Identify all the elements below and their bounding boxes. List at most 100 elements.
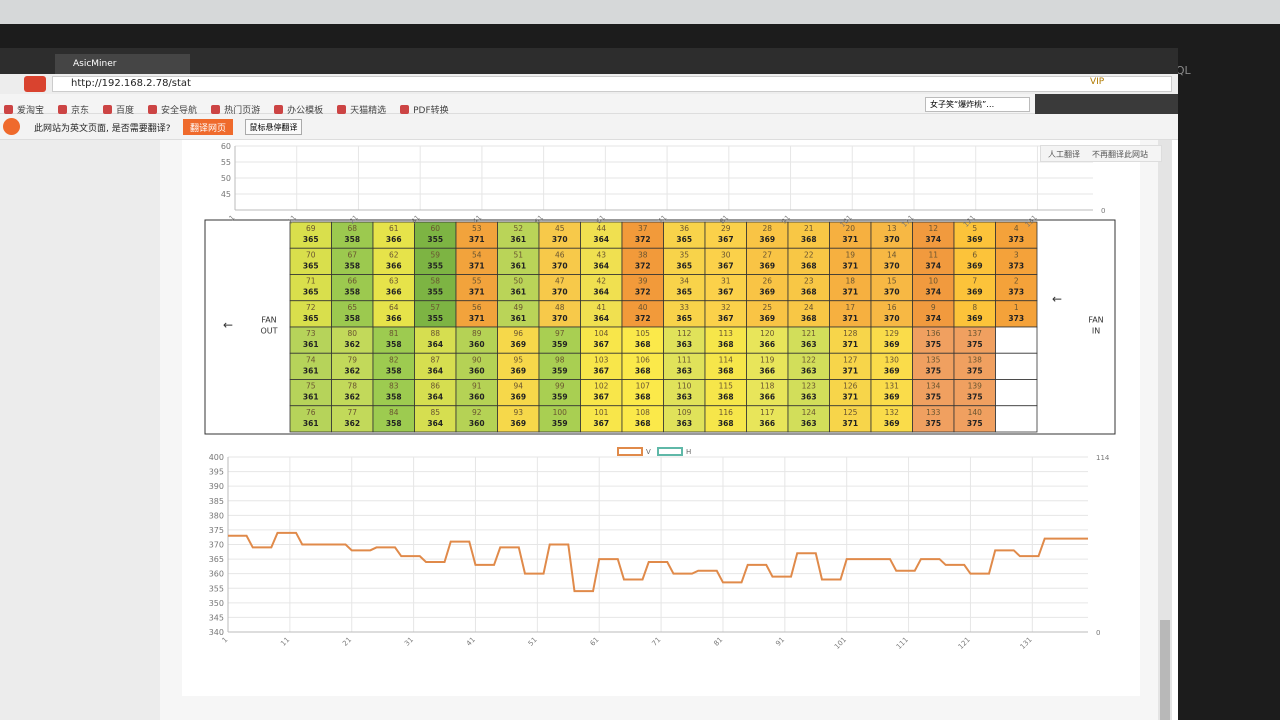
cell	[538, 379, 581, 407]
bookmark[interactable]: 办公模板	[274, 103, 323, 116]
translate-message: 此网站为英文页面, 是否需要翻译?	[34, 124, 171, 134]
y2-tick-label: 114	[1096, 454, 1110, 462]
cell-id: 38	[638, 250, 648, 259]
cell	[870, 274, 913, 302]
search-box[interactable]: 女子笑“爆炸桃”…	[925, 97, 1030, 112]
cell-voltage: 368	[801, 314, 817, 323]
y-tick-label: 385	[209, 497, 224, 506]
cell	[580, 405, 623, 433]
cell-id: 106	[636, 355, 651, 364]
bookmark[interactable]: 热门页游	[211, 103, 260, 116]
cell-voltage: 370	[552, 314, 568, 323]
y-tick-label: 390	[209, 482, 224, 491]
cell-voltage: 359	[552, 419, 568, 428]
cell-id: 98	[555, 355, 565, 364]
cell-id: 133	[926, 408, 941, 417]
cell-voltage: 372	[635, 261, 651, 270]
cell	[289, 300, 332, 328]
cell-voltage: 374	[925, 288, 941, 297]
cell-id: 87	[430, 355, 440, 364]
hover-button[interactable]: 鼠标悬停翻译	[245, 119, 302, 135]
x-tick-label: 81	[718, 214, 730, 226]
cell-voltage: 372	[635, 314, 651, 323]
cell	[829, 379, 872, 407]
cell-voltage: 358	[386, 366, 402, 375]
cell-voltage: 372	[635, 288, 651, 297]
bookmark[interactable]: 安全导航	[148, 103, 197, 116]
back-button[interactable]	[24, 76, 46, 92]
cell-voltage: 366	[386, 288, 402, 297]
cell-voltage: 375	[967, 393, 983, 402]
cell-voltage: 359	[552, 340, 568, 349]
cell-id: 84	[389, 408, 399, 417]
cell-voltage: 355	[427, 261, 443, 270]
cell-id: 102	[594, 382, 609, 391]
cell-voltage: 367	[718, 261, 734, 270]
cell-id: 61	[389, 224, 399, 233]
y-tick-label: 50	[221, 174, 231, 183]
cell-id: 40	[638, 303, 648, 312]
url-field[interactable]: http://192.168.2.78/stat	[52, 76, 1172, 92]
cell-voltage: 369	[884, 393, 900, 402]
cell	[953, 274, 996, 302]
cell	[704, 247, 747, 275]
bookmark[interactable]: PDF转换	[400, 103, 449, 116]
y-tick-label: 370	[209, 541, 224, 550]
cell-id: 135	[926, 355, 941, 364]
y-tick-label: 360	[209, 570, 224, 579]
cell-id: 122	[802, 355, 817, 364]
bookmark[interactable]: 天猫精选	[337, 103, 386, 116]
cell-voltage: 368	[635, 366, 651, 375]
translate-button[interactable]: 翻译网页	[183, 119, 233, 135]
cell-id: 4	[1014, 224, 1019, 233]
cell-voltage: 358	[344, 261, 360, 270]
cell	[331, 379, 374, 407]
cell-voltage: 360	[469, 340, 485, 349]
cell	[663, 405, 706, 433]
cell	[829, 247, 872, 275]
cell-voltage: 361	[303, 340, 319, 349]
cell-id: 6	[972, 250, 977, 259]
legend-swatch	[657, 447, 683, 456]
cell-id: 80	[347, 329, 357, 338]
cell-voltage: 358	[386, 393, 402, 402]
bookmark[interactable]: 京东	[58, 103, 89, 116]
cell-voltage: 374	[925, 314, 941, 323]
bookmark[interactable]: 爱淘宝	[4, 103, 44, 116]
cell-voltage: 361	[510, 314, 526, 323]
cell-voltage: 362	[344, 419, 360, 428]
y-tick-label: 395	[209, 468, 224, 477]
cell	[455, 221, 498, 249]
tab[interactable]: AsicMiner	[55, 54, 190, 74]
cell	[497, 405, 540, 433]
cell-voltage: 370	[552, 261, 568, 270]
manual-translate[interactable]: 人工翻译	[1048, 150, 1080, 159]
bookmark[interactable]: 百度	[103, 103, 134, 116]
vip[interactable]: VIP	[1090, 77, 1105, 87]
cell	[870, 379, 913, 407]
cell	[580, 352, 623, 380]
cell-voltage: 365	[676, 235, 692, 244]
cell	[995, 379, 1038, 407]
cell-id: 92	[472, 408, 482, 417]
cell-id: 125	[843, 408, 858, 417]
cell-voltage: 366	[386, 235, 402, 244]
cell-id: 79	[347, 355, 357, 364]
cell	[289, 326, 332, 354]
y-tick-label: 400	[209, 453, 224, 462]
cell-id: 39	[638, 277, 648, 286]
cell-voltage: 366	[386, 261, 402, 270]
cell-voltage: 364	[593, 314, 609, 323]
never-translate[interactable]: 不再翻译此网站	[1092, 150, 1148, 159]
cell-voltage: 374	[925, 261, 941, 270]
cell-voltage: 358	[386, 419, 402, 428]
cell-id: 131	[885, 382, 900, 391]
cell-id: 12	[928, 224, 938, 233]
cell	[289, 221, 332, 249]
cell-voltage: 361	[303, 419, 319, 428]
cell-voltage: 361	[303, 366, 319, 375]
cell-voltage: 365	[303, 314, 319, 323]
cell	[995, 405, 1038, 433]
side-panel	[0, 140, 160, 720]
